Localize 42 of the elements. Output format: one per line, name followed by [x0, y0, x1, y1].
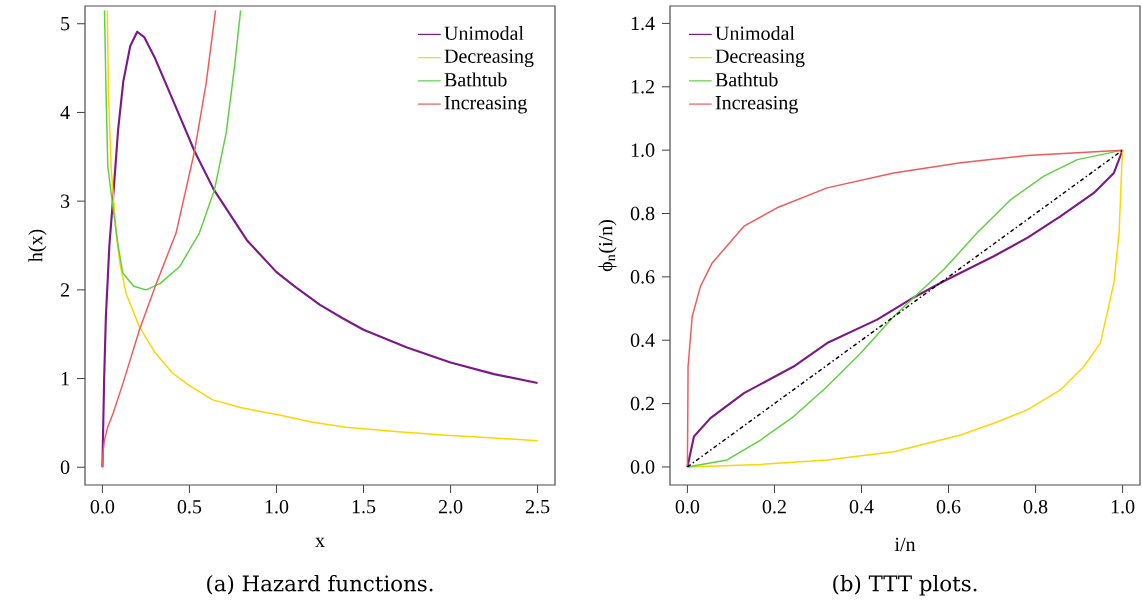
- line-series: [103, 9, 242, 291]
- x-axis-title: i/n: [894, 537, 916, 552]
- legend-label: Bathtub: [444, 72, 507, 87]
- x-axis-title: x: [315, 537, 325, 547]
- line-series: [101, 9, 217, 468]
- y-tick-label: 1: [61, 371, 69, 386]
- x-tick-label: 0.4: [849, 499, 874, 514]
- y-tick-label: 0: [60, 460, 70, 474]
- legend-label: Unimodal: [444, 25, 524, 41]
- legend-label: Increasing: [715, 95, 798, 114]
- x-tick-label: 0.8: [1023, 499, 1048, 514]
- y-axis-title: ϕ$_{n}$(i/n): [598, 220, 617, 272]
- x-tick-label: 1.0: [1111, 499, 1135, 514]
- y-tick-label: 2: [60, 283, 69, 297]
- legend-label: Unimodal: [715, 25, 795, 41]
- x-tick-label: 1.5: [352, 499, 376, 514]
- y-tick-label: 3: [61, 194, 70, 208]
- y-tick-label: 0.2: [630, 396, 654, 411]
- legend-label: Decreasing: [715, 49, 805, 68]
- y-tick-label: 4: [60, 105, 70, 120]
- x-tick-label: 2.5: [525, 499, 550, 514]
- x-tick-label: 0.0: [90, 499, 115, 514]
- x-tick-label: 0.2: [762, 499, 786, 514]
- text: (b) TTT plots.: [833, 574, 977, 596]
- y-tick-label: 0.6: [630, 270, 655, 284]
- text: (a) Hazard functions.: [207, 574, 433, 595]
- x-tick-label: 0.0: [675, 499, 700, 514]
- y-tick-label: 1.4: [631, 16, 655, 31]
- legend-label: Decreasing: [444, 49, 534, 68]
- legend-label: Increasing: [444, 95, 527, 114]
- y-tick-label: 1.2: [631, 80, 654, 94]
- x-tick-label: 0.5: [177, 499, 202, 514]
- y-tick-label: 1.0: [631, 143, 655, 157]
- x-tick-label: 1.0: [265, 499, 289, 514]
- y-tick-label: 0.8: [630, 206, 655, 221]
- x-tick-label: 0.6: [936, 499, 961, 514]
- legend-label: Bathtub: [715, 72, 778, 87]
- y-axis-title: h(x): [28, 229, 47, 262]
- y-tick-label: 5: [61, 17, 70, 31]
- y-tick-label: 0.0: [630, 460, 655, 474]
- y-tick-label: 0.4: [630, 333, 655, 348]
- x-tick-label: 2.0: [438, 499, 463, 514]
